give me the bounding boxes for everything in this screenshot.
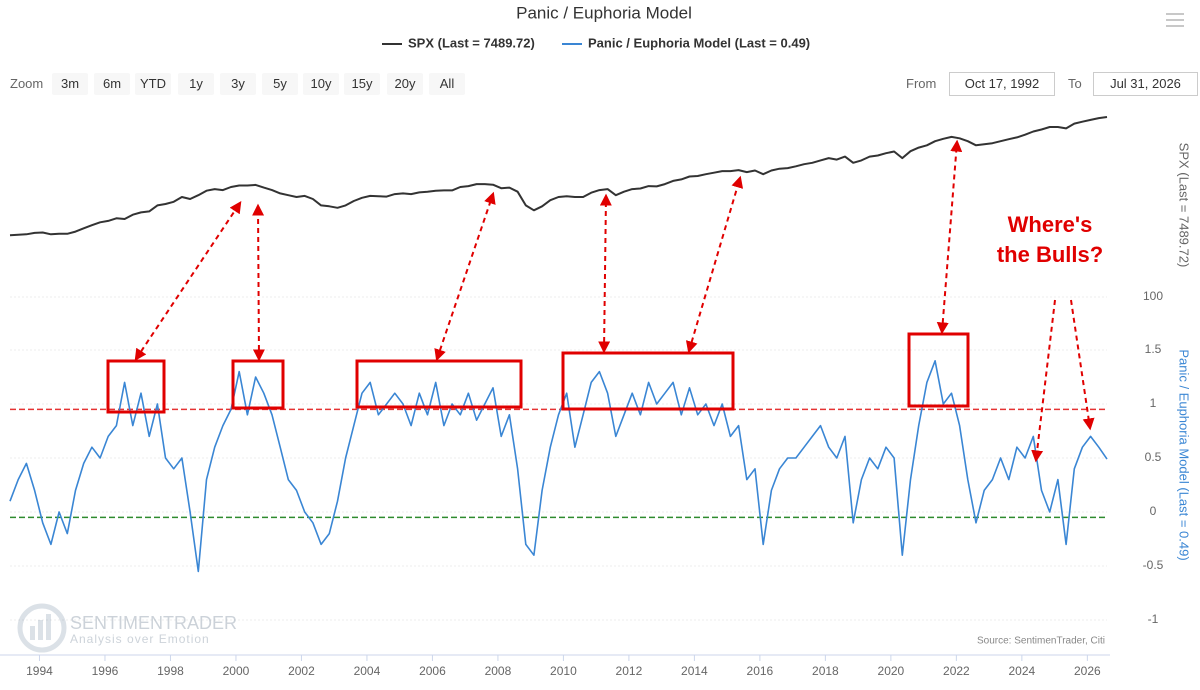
zoom-label: Zoom	[10, 76, 44, 91]
y2-tick-label: 0.5	[1145, 450, 1162, 464]
x-tick-label: 2022	[943, 664, 970, 678]
x-tick-label: 2024	[1009, 664, 1036, 678]
bulls-arrows	[1031, 299, 1095, 463]
zoom-button[interactable]: 1y	[178, 73, 214, 95]
zoom-button[interactable]: 20y	[387, 73, 423, 95]
zoom-button[interactable]: 3m	[52, 73, 88, 95]
legend-label[interactable]: Panic / Euphoria Model (Last = 0.49)	[588, 35, 810, 50]
x-tick-label: 1998	[157, 664, 184, 678]
highlight-boxes	[106, 332, 970, 414]
watermark-tagline: Analysis over Emotion	[70, 632, 210, 646]
x-tick-label: 2016	[747, 664, 774, 678]
zoom-button[interactable]: 6m	[94, 73, 130, 95]
x-tick-label: 2012	[616, 664, 643, 678]
y-tick-label: 100	[1143, 289, 1163, 303]
x-tick-label: 2010	[550, 664, 577, 678]
series-line	[9, 360, 1108, 573]
y2-axis-title: Panic / Euphoria Model (Last = 0.49)	[1177, 349, 1192, 560]
zoom-button[interactable]: YTD	[135, 73, 171, 95]
to-label: To	[1068, 76, 1082, 91]
chart-title: Panic / Euphoria Model	[516, 3, 692, 22]
y2-tick-label: 1.5	[1145, 342, 1162, 356]
annotation-arrows	[134, 139, 963, 362]
x-tick-label: 1996	[92, 664, 119, 678]
axes: 100 -1 -0.5 0 0.5 1 1.5 1994 1996 1998 2000 2002 200…	[0, 116, 1164, 678]
x-tick-label: 2008	[485, 664, 512, 678]
from-input[interactable]: Oct 17, 1992	[949, 72, 1055, 96]
source-note: Source: SentimenTrader, Citi	[977, 636, 1105, 647]
x-tick-label: 2020	[878, 664, 905, 678]
y2-tick-label: 0	[1150, 504, 1157, 518]
x-tick-label: 2026	[1074, 664, 1101, 678]
to-input[interactable]: Jul 31, 2026	[1093, 72, 1198, 96]
series-line	[9, 116, 1108, 237]
x-tick-label: 2006	[419, 664, 446, 678]
zoom-button[interactable]: 3y	[220, 73, 256, 95]
x-tick-label: 2014	[681, 664, 708, 678]
menu-icon[interactable]	[1166, 13, 1184, 27]
x-tick-label: 2004	[354, 664, 381, 678]
legend-label[interactable]: SPX (Last = 7489.72)	[408, 35, 535, 50]
x-tick-label: 2000	[223, 664, 250, 678]
x-tick-label: 2018	[812, 664, 839, 678]
y2-tick-label: 1	[1150, 396, 1157, 410]
watermark	[17, 603, 67, 653]
zoom-button[interactable]: 15y	[344, 73, 380, 95]
zoom-button[interactable]: 5y	[262, 73, 298, 95]
y2-tick-label: -1	[1148, 612, 1159, 626]
y-axis-title: SPX (Last = 7489.72)	[1177, 143, 1192, 268]
from-label: From	[906, 76, 937, 91]
zoom-button[interactable]: All	[429, 73, 465, 95]
x-tick-label: 1994	[26, 664, 53, 678]
annotation-text: Where's the Bulls?	[996, 212, 1104, 267]
zoom-button[interactable]: 10y	[303, 73, 339, 95]
watermark-brand: SENTIMENTRADER	[70, 613, 237, 633]
x-tick-label: 2002	[288, 664, 315, 678]
y2-tick-label: -0.5	[1143, 558, 1164, 572]
